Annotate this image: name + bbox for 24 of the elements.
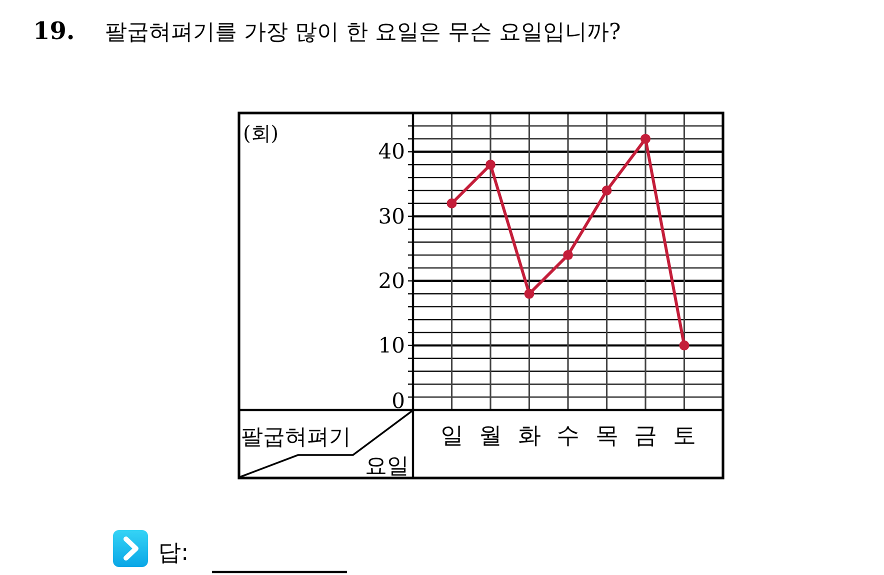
y-tick-label: 20 — [378, 268, 405, 293]
y-tick-label: 10 — [378, 333, 405, 358]
point — [679, 340, 690, 350]
answer-label: 답: — [158, 540, 189, 566]
point — [602, 185, 612, 196]
ylabel: (회) — [243, 121, 279, 145]
y-tick-label: 30 — [378, 204, 405, 228]
x-tick-label: 토 — [672, 423, 696, 449]
point — [524, 288, 534, 299]
point — [563, 250, 573, 260]
x-tick-label: 수 — [556, 423, 580, 449]
y-tick-label: 0 — [392, 389, 405, 413]
point — [486, 160, 496, 170]
title: 19. 팔굽혀펴기를 가장 많이 한 요일은 무슨 요일입니까? — [33, 16, 621, 45]
x-tick-label: 목 — [595, 423, 618, 449]
y-tick-label: 40 — [378, 140, 405, 164]
x-tick-label: 금 — [634, 423, 657, 449]
point — [640, 134, 650, 144]
x-tick-label: 월 — [479, 423, 502, 449]
point — [446, 198, 457, 208]
xlabel: 요일 — [365, 454, 409, 479]
x-tick-label: 화 — [518, 423, 541, 449]
row-header: 팔굽혀펴기 — [241, 425, 351, 450]
x-tick-label: 일 — [440, 423, 464, 449]
